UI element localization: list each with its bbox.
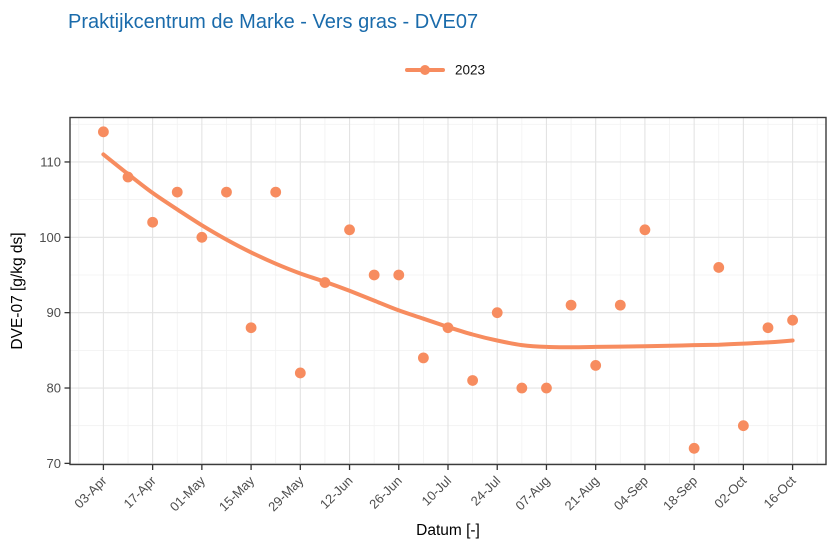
data-point [270,186,282,198]
legend-label: 2023 [455,63,485,78]
x-tick-label: 01-May [167,473,209,515]
x-tick-label: 18-Sep [660,473,700,513]
x-axis-title: Datum [-] [416,522,480,539]
x-tick-label: 16-Oct [761,473,799,511]
data-point [467,375,479,386]
data-point [319,277,331,288]
x-tick-label: 21-Aug [562,473,602,513]
data-points [98,126,798,454]
data-point [368,269,380,281]
data-point [787,314,798,326]
data-point [294,367,306,379]
x-tick-label: 15-May [216,473,258,515]
x-tick-label: 26-Jun [366,473,405,512]
data-point [737,420,749,432]
data-point [196,231,208,243]
data-point [171,186,183,198]
data-point [516,382,528,394]
y-tick-label: 90 [47,305,61,320]
data-point [590,360,602,371]
data-point [245,322,257,334]
x-tick-label: 04-Sep [611,473,651,513]
data-point [122,171,134,183]
data-point [491,307,503,319]
axis-ticks [64,161,794,470]
y-axis-title: DVE-07 [g/kg ds] [9,232,26,349]
y-tick-label: 100 [39,230,61,245]
data-point [639,224,651,236]
x-tick-label: 07-Aug [512,473,552,513]
chart-title: Praktijkcentrum de Marke - Vers gras - D… [68,11,478,33]
data-point [417,352,429,364]
data-point [393,269,405,281]
data-point [344,224,355,236]
x-tick-label: 17-Apr [121,473,160,512]
data-point [713,262,725,273]
y-tick-label: 80 [47,381,61,396]
x-tick-label: 29-May [265,473,307,515]
data-point [614,299,626,311]
legend-key-point-icon [420,65,430,75]
data-point [442,322,454,334]
data-point [541,382,552,394]
x-tick-label: 03-Apr [71,473,110,512]
data-point [98,126,109,138]
major-gridlines [70,117,826,465]
data-point [762,322,774,334]
data-point [565,299,577,311]
y-tick-labels: 70 80 90 100 110 [39,154,61,470]
y-tick-label: 110 [40,154,61,169]
x-tick-label: 12-Jun [317,473,356,512]
data-point [221,186,232,198]
y-tick-label: 70 [47,456,61,471]
x-tick-labels: 03-Apr 17-Apr 01-May 15-May 29-May 12-Jun 26-J… [71,473,799,515]
x-tick-label: 02-Oct [711,473,749,511]
x-tick-label: 24-Jul [468,473,504,509]
data-point [688,442,700,454]
data-point [147,216,159,228]
legend: 2023 [405,63,485,78]
x-tick-label: 10-Jul [418,473,454,509]
